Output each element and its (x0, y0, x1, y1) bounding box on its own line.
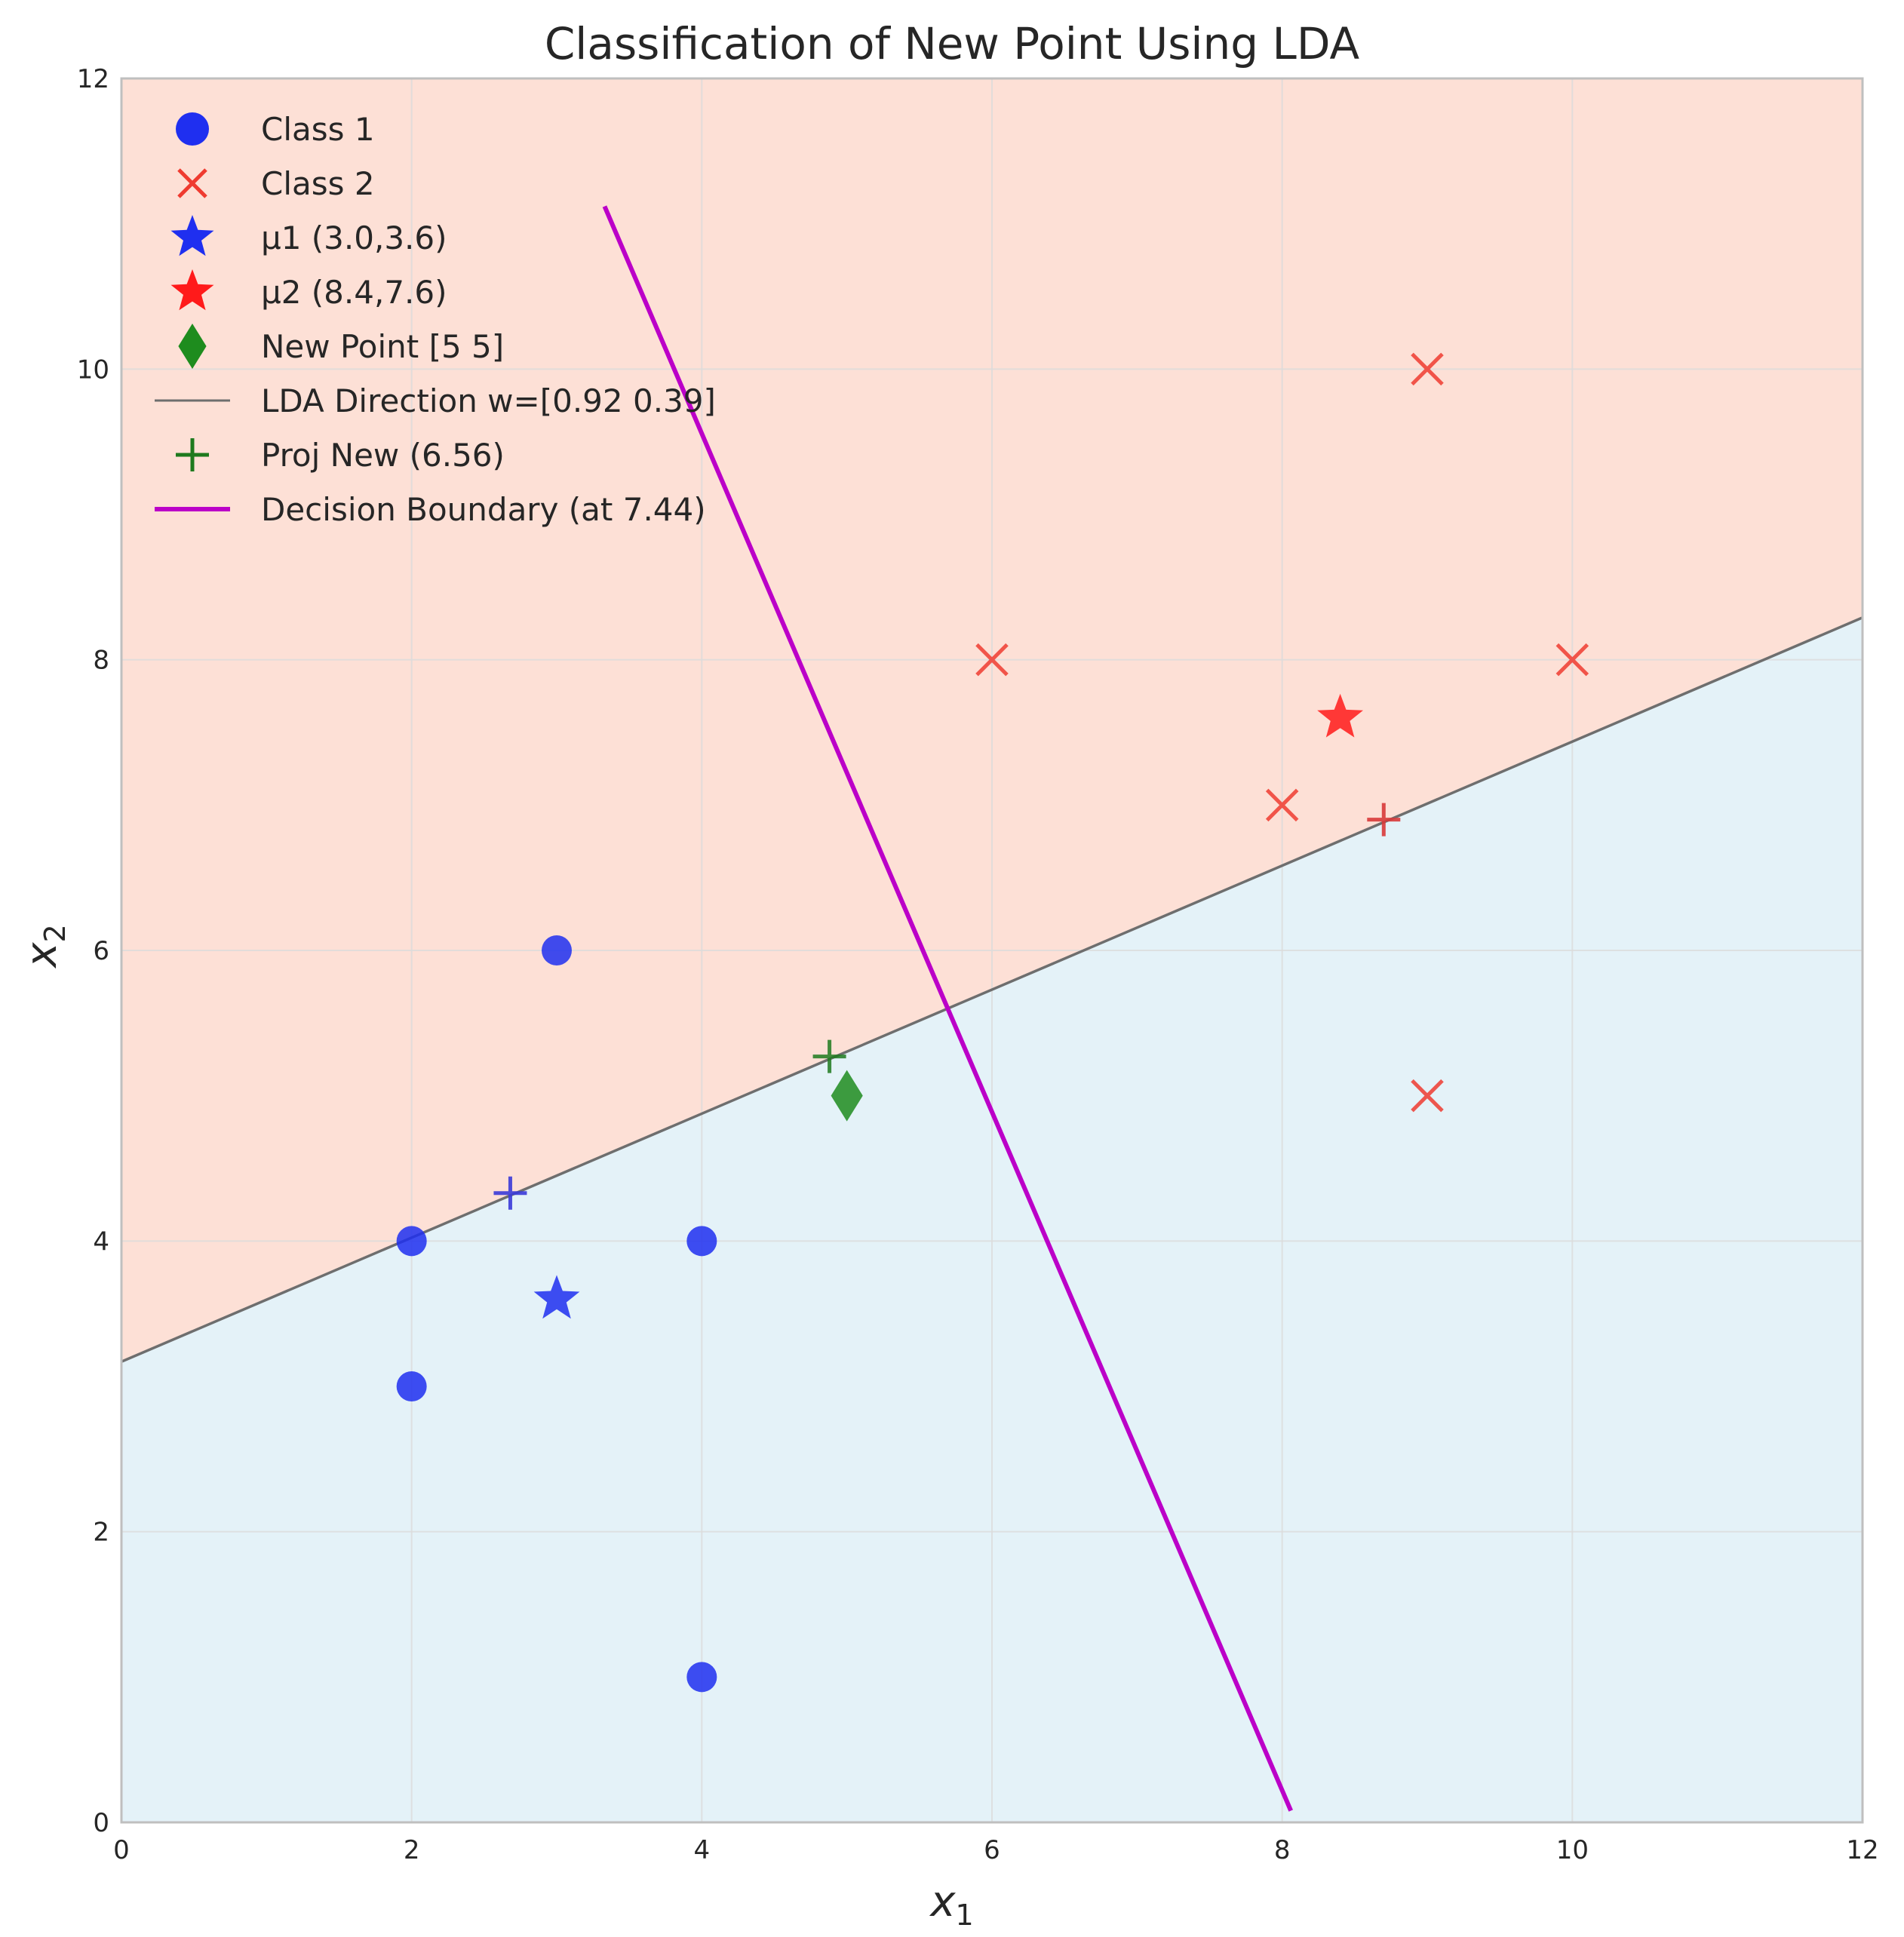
data-point-series-1 (1555, 643, 1589, 677)
legend-entry-label: Proj New (6.56) (261, 437, 505, 474)
data-point-series-1 (975, 643, 1009, 677)
x-axis-label-subscript: 1 (955, 1899, 973, 1932)
legend-entry-label: LDA Direction w=[0.92 0.39] (261, 382, 716, 419)
legend-marker-symbol (170, 269, 214, 311)
y-axis-label: x2 (17, 924, 72, 968)
x-tick-label: 6 (984, 1835, 1000, 1865)
data-point-series-5 (812, 1039, 846, 1073)
y-tick-label: 0 (93, 1808, 109, 1838)
legend-entry-label: Class 1 (261, 111, 375, 148)
data-point-series-0 (686, 1226, 717, 1257)
data-point-series-1 (1265, 788, 1299, 822)
legend-marker-symbol (176, 112, 209, 146)
projected-point-mark (1367, 803, 1401, 837)
tick-labels: 0 2 4 6 8 10 12 0 2 4 6 8 10 12 (77, 64, 1879, 1865)
x-tick-label: 0 (113, 1835, 130, 1865)
legend-marker-symbol (177, 168, 207, 198)
legend-marker-symbol (176, 438, 209, 471)
y-axis-label-subscript: 2 (38, 924, 72, 942)
data-point-series-0 (396, 1371, 427, 1401)
legend-entry-label: Class 2 (261, 165, 375, 202)
y-tick-label: 4 (93, 1226, 109, 1257)
data-point-series-4 (831, 1070, 863, 1122)
legend-entry-label: μ1 (3.0,3.6) (261, 219, 447, 256)
legend-entry-label: New Point [5 5] (261, 328, 504, 365)
x-tick-label: 8 (1274, 1835, 1291, 1865)
x-tick-label: 10 (1556, 1835, 1589, 1865)
legend: Class 1 Class 2 μ1 (3.0,3.6) μ2 (8.4,7.6) Ne… (155, 111, 716, 528)
data-point-series-0 (542, 935, 572, 965)
projected-point-mark (493, 1176, 527, 1210)
plot-frame (120, 77, 1864, 1824)
y-tick-label: 2 (93, 1518, 109, 1548)
legend-entry-label: μ2 (8.4,7.6) (261, 274, 447, 311)
data-point-series-1 (1411, 1079, 1444, 1113)
x-axis-label-base: x (929, 1877, 956, 1926)
y-tick-label: 6 (93, 936, 109, 966)
data-point-series-0 (396, 1226, 427, 1257)
data-point-series-3 (1317, 693, 1363, 738)
data-point-series-0 (686, 1662, 717, 1693)
decision-boundary-line (602, 205, 1293, 1812)
chart-title: Classification of New Point Using LDA (545, 18, 1360, 69)
y-tick-label: 10 (77, 355, 109, 385)
legend-marker-symbol (170, 215, 214, 256)
x-tick-label: 12 (1846, 1835, 1878, 1865)
y-tick-label: 8 (93, 646, 109, 676)
data-marks (396, 352, 1589, 1693)
x-tick-label: 2 (404, 1835, 420, 1865)
x-axis-label: x1 (929, 1877, 973, 1932)
data-point-series-2 (533, 1275, 580, 1319)
x-tick-label: 4 (694, 1835, 711, 1865)
legend-entry-label: Decision Boundary (at 7.44) (261, 491, 706, 528)
y-axis-label-base: x (17, 942, 66, 969)
y-tick-label: 12 (77, 64, 109, 94)
legend-marker-symbol (178, 324, 207, 369)
data-point-series-1 (1411, 352, 1444, 386)
